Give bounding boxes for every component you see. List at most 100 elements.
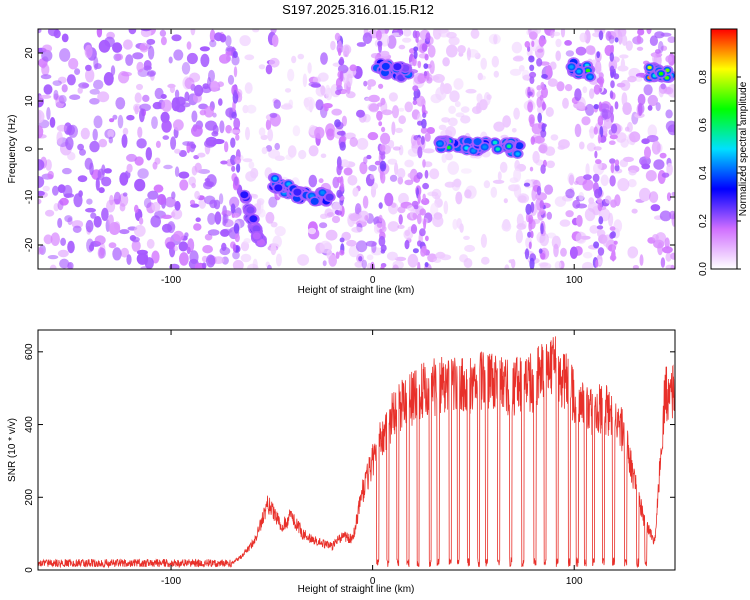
spectrogram-noise-cell	[358, 256, 363, 262]
spectrogram-streak-cell	[232, 243, 237, 253]
spectrogram-streak-cell	[379, 150, 386, 156]
spectrogram-noise-cell	[57, 249, 69, 258]
spectrogram-noise-cell	[513, 184, 522, 199]
spectrogram-noise-cell	[398, 115, 407, 125]
spectrogram-noise-cell	[179, 179, 189, 191]
spectrogram-noise-cell	[585, 163, 590, 176]
spectrogram-signal-cell	[325, 193, 334, 201]
spectrogram-streak-cell	[417, 60, 422, 69]
spectrogram-streak-cell	[422, 182, 429, 190]
spectrogram-noise-cell	[60, 237, 66, 246]
spectrogram-noise-cell	[560, 29, 566, 38]
spectrogram-streak-cell	[540, 164, 546, 175]
spectrogram-streak-cell	[529, 71, 537, 78]
spectrogram-noise-cell	[227, 74, 235, 85]
spectrogram-noise-cell	[200, 53, 210, 68]
spectrogram-noise-cell	[199, 46, 210, 52]
spectrogram-noise-cell	[620, 138, 629, 148]
spectrogram-noise-cell	[581, 116, 591, 126]
spectrogram-noise-cell	[168, 56, 173, 64]
spectrogram-noise-cell	[221, 228, 233, 234]
spectrogram-signal-peak	[495, 147, 500, 151]
spectrogram-noise-cell	[46, 107, 51, 120]
spectrogram-noise-cell	[593, 146, 602, 151]
spectrogram-streak-cell	[609, 158, 616, 164]
spectrogram-noise-cell	[392, 264, 399, 269]
spectrogram-noise-cell	[449, 90, 460, 103]
colorbar-tick-label: 0.8	[698, 70, 709, 84]
spectrogram-noise-cell	[43, 234, 53, 245]
spectrogram-noise-cell	[58, 94, 67, 104]
spectrogram-noise-cell	[137, 168, 149, 179]
spectrogram-noise-cell	[620, 79, 631, 91]
spectrogram-noise-cell	[326, 128, 335, 141]
spectrogram-streak-cell	[419, 228, 426, 237]
spectrogram-signal-cell	[240, 191, 249, 199]
spectrogram-noise-cell	[170, 211, 176, 218]
spectrogram-noise-cell	[170, 136, 177, 150]
spectrogram-noise-cell	[49, 264, 57, 269]
spectrogram-noise-cell	[442, 83, 452, 95]
spectrogram-noise-cell	[47, 29, 59, 37]
spectrogram-streak-cell	[378, 83, 384, 89]
spectrogram-noise-cell	[491, 55, 499, 68]
spectrogram-noise-cell	[191, 165, 198, 176]
spectrogram-noise-cell	[209, 199, 218, 209]
spectrogram-noise-cell	[533, 135, 545, 144]
spectrogram-noise-cell	[252, 194, 259, 199]
spectrogram-noise-cell	[452, 218, 458, 230]
spectrogram-noise-cell	[103, 72, 114, 86]
spectrogram-streak-cell	[596, 198, 603, 204]
spectrogram-streak-cell	[425, 235, 429, 242]
spectrogram-signal-cell	[249, 215, 258, 223]
spectrogram-noise-cell	[143, 60, 152, 70]
spectrogram-noise-cell	[345, 91, 356, 99]
spectrogram-noise-cell	[665, 55, 673, 63]
spectrogram-noise-cell	[573, 180, 579, 185]
spectrogram-noise-cell	[585, 45, 596, 55]
spectrogram-streak-cell	[598, 216, 604, 225]
spectrogram-noise-cell	[455, 191, 463, 205]
spectrogram-noise-cell	[646, 29, 652, 35]
spectrogram-noise-cell	[184, 91, 190, 102]
spectrogram-noise-cell	[665, 87, 674, 95]
spectrogram-streak-cell	[610, 162, 615, 174]
spectrogram-xlabel: Height of straight line (km)	[298, 285, 415, 296]
spectrogram-streak-cell	[337, 47, 342, 56]
spectrogram-streak-cell	[233, 66, 238, 78]
spectrogram-signal-cell	[393, 63, 402, 71]
spectrogram-noise-cell	[582, 86, 588, 94]
spectrogram-noise-cell	[128, 29, 137, 35]
spectrogram-noise-cell	[247, 263, 259, 269]
spectrogram-noise-cell	[509, 68, 522, 76]
spectrogram-noise-cell	[483, 180, 491, 189]
spectrogram-noise-cell	[307, 227, 317, 235]
spectrogram-streak-cell	[379, 144, 386, 152]
spectrogram-noise-cell	[636, 46, 644, 51]
spectrogram-noise-cell	[657, 242, 663, 256]
spectrogram-noise-cell	[194, 190, 201, 200]
spectrogram-noise-cell	[565, 188, 575, 199]
spectrogram-streak-cell	[335, 251, 340, 259]
spectrogram-signal-peak	[320, 190, 325, 195]
spectrogram-noise-cell	[161, 119, 172, 133]
spectrogram-noise-cell	[349, 137, 358, 147]
spectrogram-noise-cell	[659, 210, 672, 222]
spectrogram-streak-cell	[613, 240, 618, 245]
spectrogram-noise-cell	[174, 200, 181, 211]
spectrogram-noise-cell	[659, 152, 667, 159]
spectrogram-noise-cell	[464, 189, 472, 199]
spectrogram-noise-cell	[356, 109, 365, 118]
spectrogram-noise-cell	[320, 85, 326, 96]
spectrogram-noise-cell	[536, 85, 542, 91]
spectrogram-noise-cell	[119, 203, 126, 212]
spectrogram-noise-cell	[97, 91, 110, 103]
spectrogram-streak-cell	[523, 182, 531, 187]
spectrogram-streak-cell	[422, 112, 427, 118]
y-tick-label: 400	[24, 416, 35, 433]
spectrogram-noise-cell	[341, 115, 347, 127]
spectrogram-noise-cell	[546, 211, 552, 220]
spectrogram-noise-cell	[539, 232, 549, 247]
spectrogram-noise-cell	[514, 55, 523, 60]
spectrogram-noise-cell	[443, 200, 449, 215]
